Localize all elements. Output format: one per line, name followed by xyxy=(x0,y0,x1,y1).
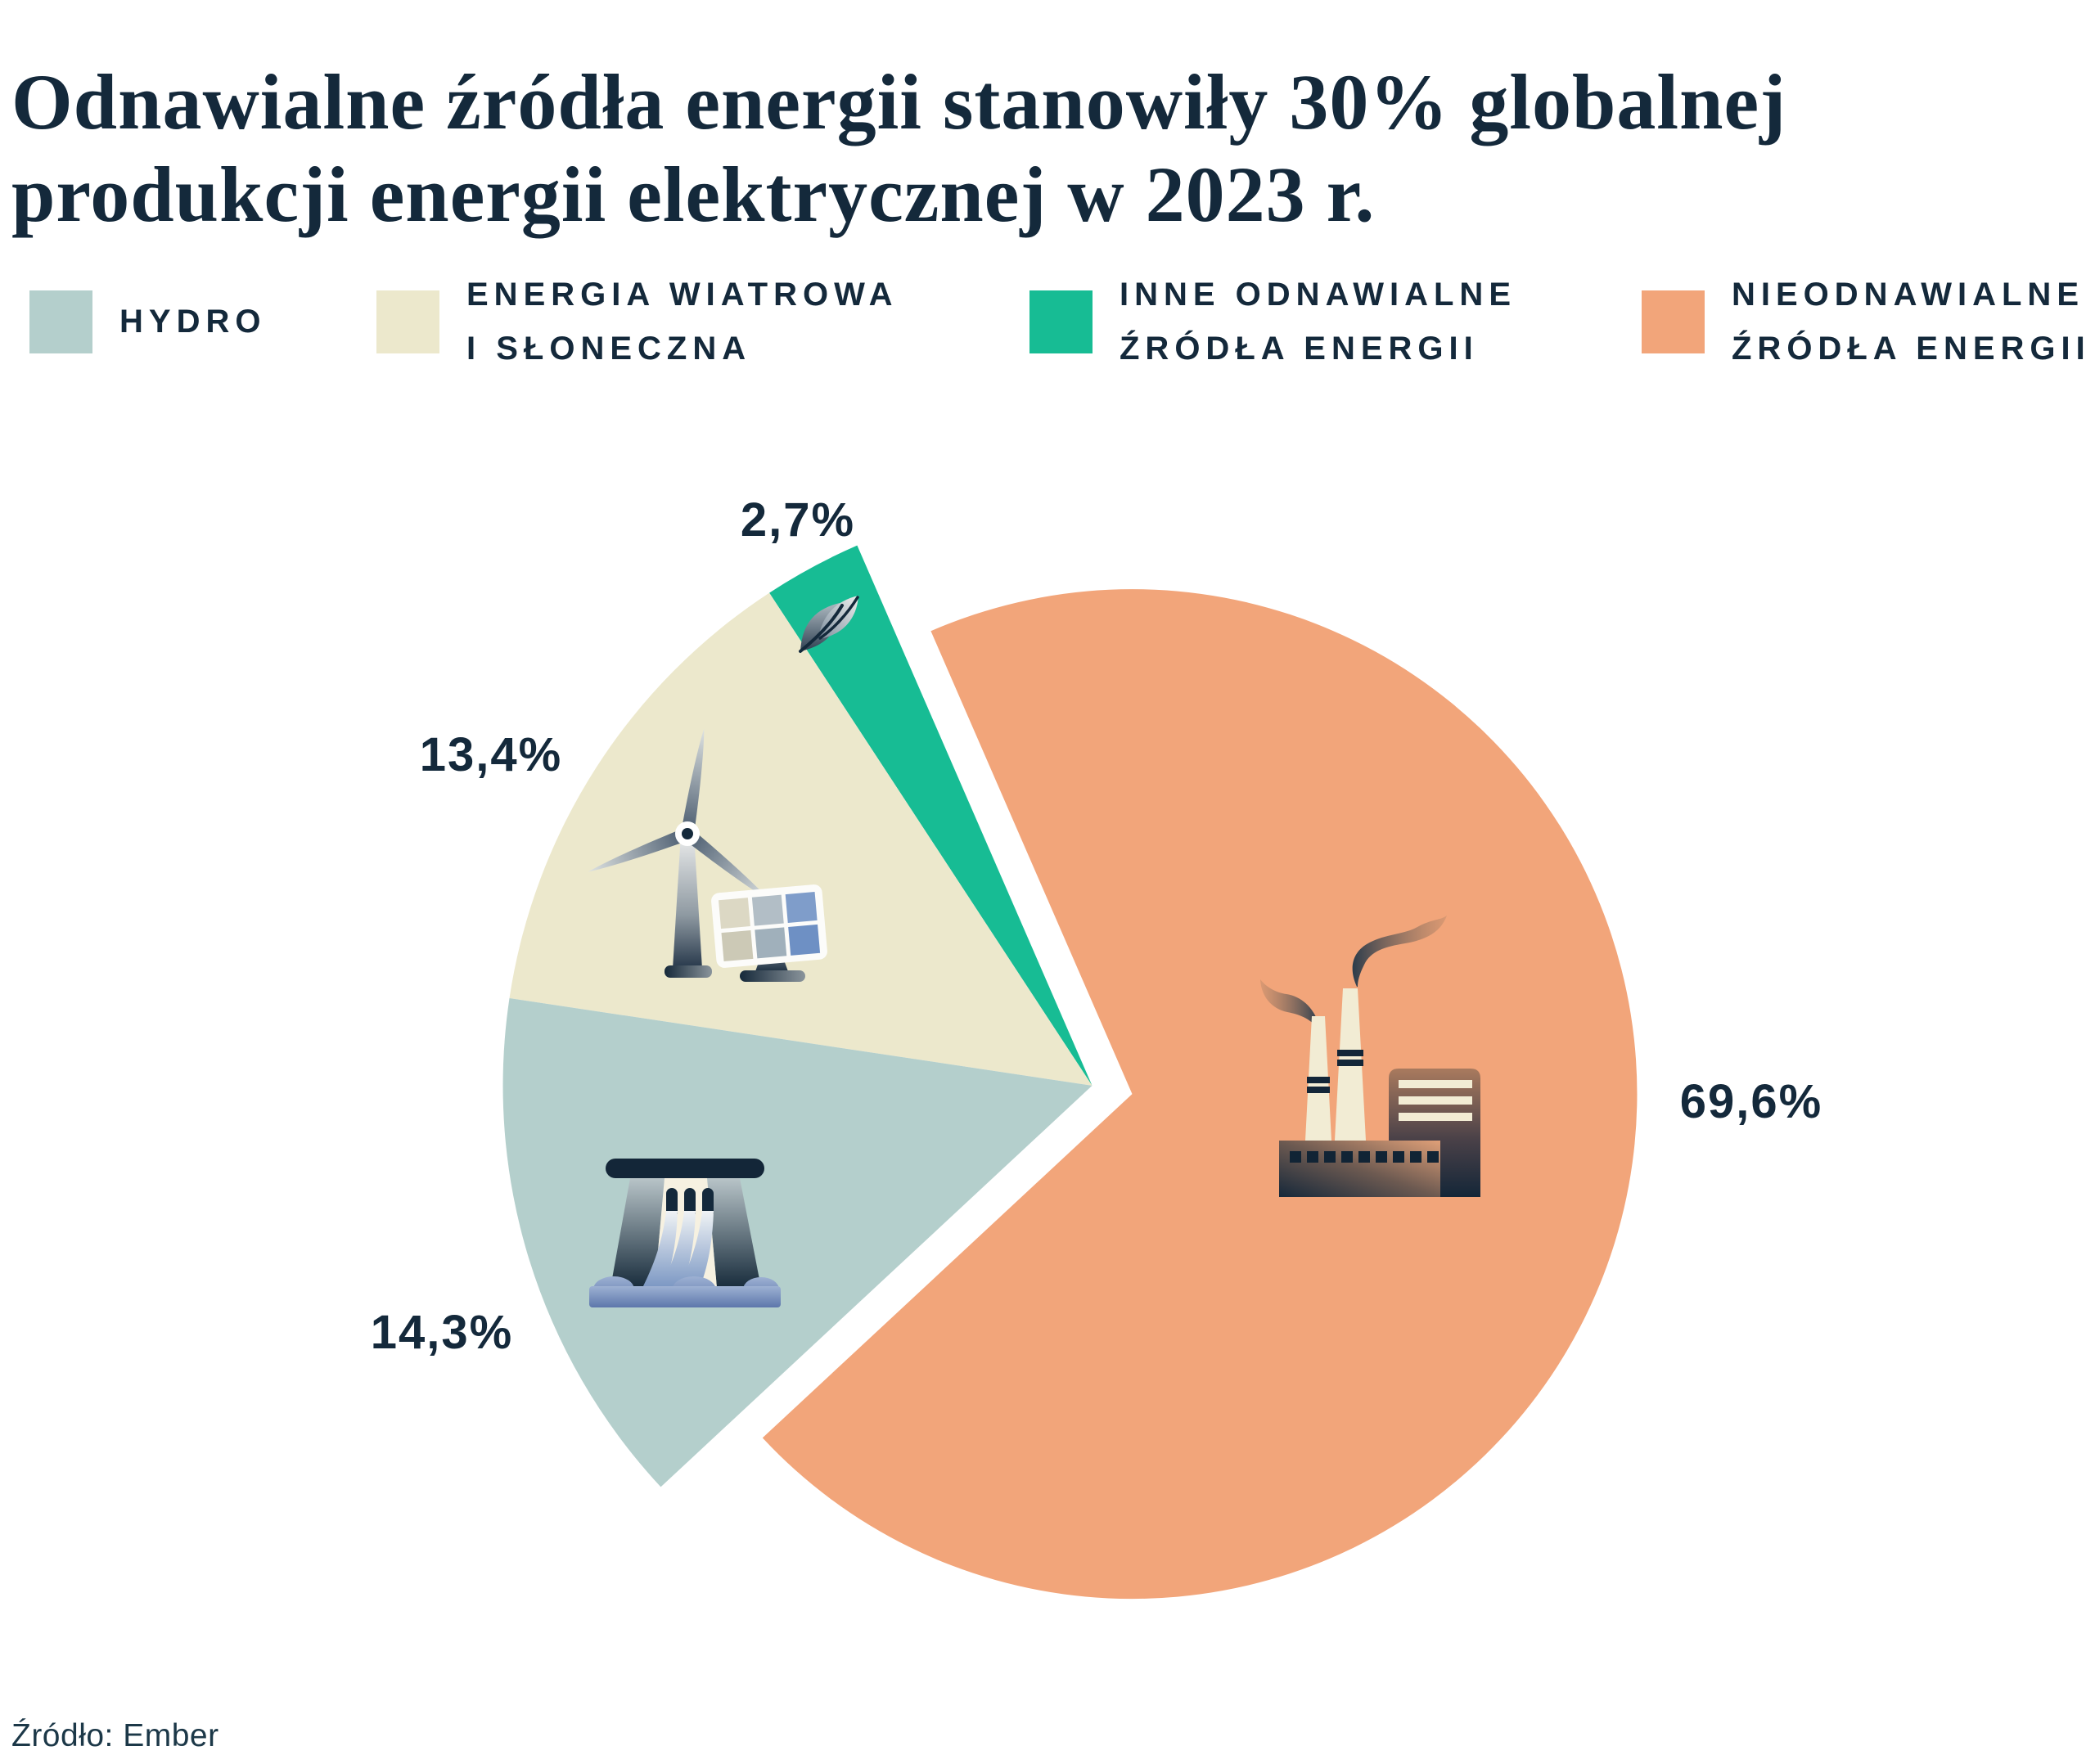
legend-item-hydro: HYDRO xyxy=(29,290,266,353)
pie-slice-wind_solar xyxy=(509,592,1093,1086)
factory-windows xyxy=(1290,1151,1439,1163)
legend-label-wind-solar: ENERGIA WIATROWA I SŁONECZNA xyxy=(466,277,899,367)
legend-label-other-renewables: INNE ODNAWIALNE ŹRÓDŁA ENERGII xyxy=(1120,277,1516,367)
page-title: Odnawialne źródła energii stanowiły 30% … xyxy=(11,56,1786,241)
legend-item-wind-solar: ENERGIA WIATROWA I SŁONECZNA xyxy=(376,277,899,367)
wind-turbine-icon xyxy=(588,728,771,978)
legend-swatch-nonrenewable xyxy=(1642,290,1705,353)
solar-panel xyxy=(711,884,827,968)
pie-slice-nonrenewable xyxy=(762,589,1638,1600)
legend-item-nonrenewable: NIEODNAWIALNE ŹRÓDŁA ENERGII xyxy=(1642,277,2091,367)
dam-gates xyxy=(666,1188,714,1214)
dam-right-wall xyxy=(707,1178,761,1288)
dam-top-bar xyxy=(606,1159,764,1178)
solar-base xyxy=(740,970,805,982)
slice-label-nonrenewable: 69,6% xyxy=(1680,1075,1822,1128)
title-line-1: Odnawialne źródła energii stanowiły 30% … xyxy=(11,58,1787,146)
turbine-base xyxy=(665,965,712,978)
leaf-stem-left xyxy=(799,604,844,653)
leaf-icon xyxy=(799,596,859,653)
legend-swatch-wind-solar xyxy=(376,290,439,353)
solar-panel-icon xyxy=(711,884,827,982)
factory-tower-stripes xyxy=(1399,1080,1472,1121)
pie-slice-other_renewables xyxy=(769,545,1093,1086)
legend-item-other-renewables: INNE ODNAWIALNE ŹRÓDŁA ENERGII xyxy=(1029,277,1516,367)
leaf-stem-right xyxy=(818,596,859,640)
turbine-tower xyxy=(673,834,702,969)
factory-icon xyxy=(1260,916,1480,1197)
turbine-hub-center xyxy=(682,828,693,839)
pie-slice-hydro xyxy=(502,997,1093,1487)
legend-swatch-hydro xyxy=(29,290,92,353)
legend-swatch-other-renewables xyxy=(1029,290,1093,353)
smoke-right xyxy=(1352,916,1447,987)
legend-label-hydro: HYDRO xyxy=(119,304,267,340)
legend-label-nonrenewable: NIEODNAWIALNE ŹRÓDŁA ENERGII xyxy=(1732,277,2091,367)
dam-streams xyxy=(642,1211,714,1288)
source-note: Źródło: Ember xyxy=(11,1718,219,1753)
factory-main-building xyxy=(1279,1141,1440,1197)
title-line-2: produkcji energii elektrycznej w 2023 r. xyxy=(11,151,1376,239)
pie-labels: 2,7% 13,4% 14,3% 69,6% xyxy=(371,493,1822,1359)
dam-left-wall xyxy=(610,1178,665,1288)
dam-water xyxy=(589,1276,781,1307)
leaf-right xyxy=(818,596,858,639)
smoke-left xyxy=(1260,979,1319,1029)
slice-label-wind_solar: 13,4% xyxy=(420,728,562,781)
dam-icon xyxy=(589,1159,781,1307)
pie-slices xyxy=(502,545,1638,1600)
slice-label-hydro: 14,3% xyxy=(371,1306,513,1359)
turbine-blades xyxy=(588,728,771,901)
slice-label-other_renewables: 2,7% xyxy=(741,493,855,547)
